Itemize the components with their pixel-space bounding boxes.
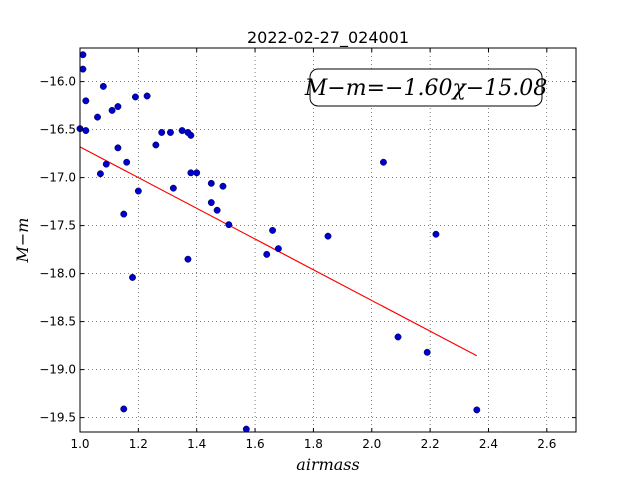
data-point [225,221,233,229]
y-tick-label: −16.0 [39,75,76,89]
y-tick-label: −17.0 [39,171,76,185]
data-point [131,93,139,101]
data-point [114,103,122,111]
x-tick-label: 2.2 [421,437,440,451]
data-point [96,170,104,178]
x-tick-label: 1.2 [129,437,148,451]
data-point [94,113,101,121]
x-tick-label: 1.0 [70,437,89,451]
data-point [242,425,250,433]
data-point [120,210,128,218]
fit-annotation: M−m=−1.60χ−15.08 [304,68,547,107]
data-point [213,206,221,214]
axis-ticks: 1.0 1.2 1.4 1.6 1.8 2.0 2.2 2.4 2.6 −16.0 −16.5 −17… [39,48,576,451]
data-point [269,226,277,234]
data-point [207,199,215,207]
data-point [473,406,481,414]
data-point [166,129,174,136]
y-tick-label: −18.0 [39,267,76,281]
annotation-text: M−m=−1.60χ−15.08 [304,76,547,101]
data-points [76,51,481,433]
data-point [79,51,87,59]
data-point [324,232,332,240]
data-point [187,169,195,177]
data-point [99,82,107,90]
data-point [108,106,116,114]
data-point [207,179,215,187]
data-point [114,144,122,152]
data-point [219,182,227,190]
data-point [129,273,136,281]
chart-title: 2022-02-27_024001 [247,28,409,48]
data-point [102,160,110,168]
y-tick-label: −18.5 [39,315,76,329]
x-tick-label: 2.4 [479,437,498,451]
data-point [379,158,387,166]
x-axis-label: airmass [296,455,359,474]
x-tick-label: 1.4 [187,437,206,451]
x-tick-label: 1.6 [246,437,265,451]
x-tick-label: 2.0 [362,437,381,451]
data-point [79,65,87,73]
data-point [274,245,282,253]
data-point [184,255,192,263]
x-tick-label: 2.6 [537,437,556,451]
y-tick-label: −16.5 [39,123,76,137]
data-point [423,348,431,356]
data-point [178,127,186,135]
data-point [123,158,131,166]
y-tick-label: −19.0 [39,363,76,377]
data-point [82,127,90,135]
data-point [394,333,402,341]
y-tick-label: −19.5 [39,411,76,425]
data-point [169,184,177,192]
data-point [187,131,195,139]
x-tick-label: 1.8 [304,437,323,451]
data-point [193,169,201,177]
data-point [82,97,90,105]
data-point [263,250,271,258]
data-point [143,92,151,100]
data-point [152,141,160,149]
y-tick-label: −17.5 [39,219,76,233]
y-axis-label: M−m [13,218,32,264]
annotation-box [309,68,543,107]
data-point [134,187,142,195]
data-point [432,230,440,238]
data-point [120,405,128,413]
plot-frame [79,47,577,433]
data-point [158,129,166,136]
